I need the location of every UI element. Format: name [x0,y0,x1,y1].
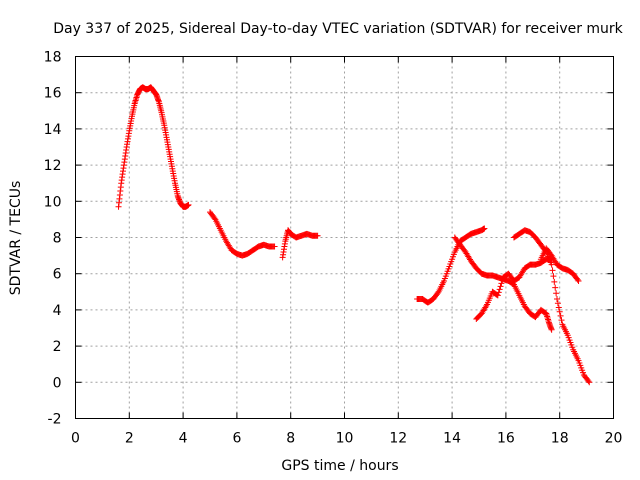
x-tick-label: 0 [71,431,80,447]
y-tick-label: 12 [44,158,62,174]
y-tick-label: 14 [44,122,62,138]
x-axis-label: GPS time / hours [281,458,398,474]
x-tick-label: 10 [336,431,354,447]
data-point [550,273,557,280]
data-point [555,304,562,311]
y-axis-label: SDTVAR / TECUs [8,181,24,296]
grid [75,56,614,419]
y-tick-label: 18 [44,50,62,66]
data-point [481,225,488,232]
x-tick-label: 18 [551,431,569,447]
data-point [586,379,593,386]
data-point [498,280,505,287]
data-point [554,296,561,303]
data-point [552,284,559,291]
x-tick-label: 4 [179,431,188,447]
data-point [548,326,555,333]
data-point [551,278,558,285]
y-tick-label: 2 [53,339,62,355]
data-point [497,283,504,290]
data-point [556,308,563,315]
y-tick-label: 6 [53,267,62,283]
x-tick-label: 16 [497,431,515,447]
data-point [548,261,555,268]
data-point [557,312,564,319]
y-tick-label: 8 [53,231,62,247]
data-points [115,84,593,386]
data-point [549,267,556,274]
data-point [499,277,506,284]
data-point [494,292,501,299]
y-tick-label: 4 [53,303,62,319]
x-tick-labels: 0 2 4 6 8 10 12 14 16 18 20 [71,431,622,447]
data-point [185,201,192,208]
data-point [211,215,218,222]
data-point [553,290,560,297]
axis-ticks [75,56,614,419]
chart-title: Day 337 of 2025, Sidereal Day-to-day VTE… [53,21,623,37]
x-tick-label: 2 [125,431,134,447]
data-point [585,378,592,385]
data-point [558,317,565,324]
y-tick-label: 16 [44,86,62,102]
data-point [575,277,582,284]
y-tick-label: 10 [44,194,62,210]
plot-frame [75,56,614,419]
x-tick-label: 6 [232,431,241,447]
data-point [434,290,441,297]
data-point [271,243,278,250]
y-tick-labels: -2 0 2 4 6 8 10 12 14 16 18 [44,50,62,428]
x-tick-label: 12 [389,431,407,447]
data-point [574,276,581,283]
data-point [554,300,561,307]
data-point [496,286,503,293]
y-tick-label: 0 [53,375,62,391]
y-tick-label: -2 [48,412,62,428]
x-tick-label: 8 [286,431,295,447]
data-point [495,289,502,296]
x-tick-label: 20 [605,431,623,447]
data-point [314,232,321,239]
x-tick-label: 14 [443,431,461,447]
